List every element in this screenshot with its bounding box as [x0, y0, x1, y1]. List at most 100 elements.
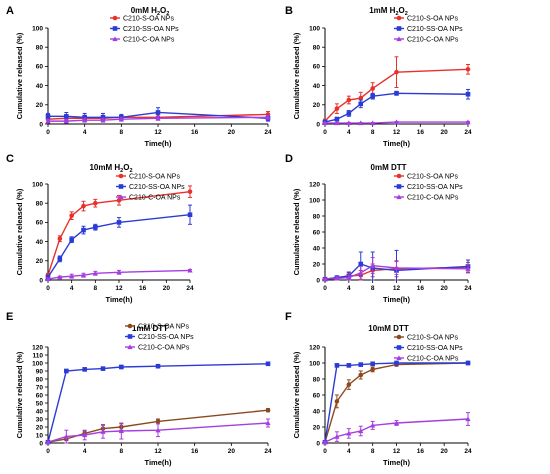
- panel-b-series-3: [322, 119, 471, 126]
- panel-c-x-tick-label: 8: [94, 285, 98, 292]
- panel-f-legend: C210-S-OA NPs C210-SS-OA NPs C210-C-OA NPs: [394, 335, 463, 363]
- panel-f-data-point: [370, 422, 376, 428]
- panel-e-data-point: [265, 407, 271, 413]
- panel-c-legend-marker: [118, 173, 124, 179]
- panel-e-data-point: [64, 368, 69, 374]
- panel-d-x-tick-label: 24: [464, 285, 472, 292]
- panel-a-letter: A: [6, 5, 14, 17]
- panel-a-legend-label: C210-S-OA NPs: [123, 16, 174, 23]
- panel-f-y-tick-label: 40: [313, 408, 321, 415]
- panel-d: D 0mM DTT 0 20 40 60 80 100 120 0 4 8 12 16 20 24 Time(h…: [285, 153, 472, 304]
- panel-a-y-tick-label: 60: [36, 64, 44, 71]
- panel-e-data-point: [63, 433, 69, 439]
- panel-c-x-tick-label: 24: [186, 285, 194, 292]
- panel-b-data-point: [370, 93, 375, 99]
- panel-c-data-point: [187, 267, 193, 273]
- panel-c-data-point: [69, 237, 74, 242]
- panel-f-data-point: [346, 430, 352, 436]
- panel-e-legend-marker: [127, 323, 133, 329]
- panel-a-y-tick-label: 40: [36, 83, 44, 90]
- panel-f-series-line: [324, 362, 469, 443]
- panel-c-data-point: [187, 212, 193, 218]
- panel-e-y-tick-label: 30: [36, 416, 44, 423]
- panel-a-data-point: [63, 118, 69, 124]
- panel-f-y-axis-title: Cumulative released (%): [292, 351, 301, 438]
- panel-e-x-tick-label: 24: [264, 448, 272, 455]
- panel-d-legend-marker: [396, 184, 402, 189]
- panel-e-y-tick-label: 20: [36, 424, 44, 431]
- panel-f-letter: F: [285, 311, 292, 323]
- panel-f-y-tick-label: 60: [313, 392, 321, 399]
- panel-d-legend: C210-S-OA NPs C210-SS-OA NPs C210-C-OA NPs: [394, 174, 463, 202]
- panel-a-data-point: [45, 118, 51, 124]
- panel-e-legend: C210-S-OA NPs C210-SS-OA NPs C210-C-OA NPs: [125, 324, 194, 352]
- panel-f-data-point: [334, 433, 340, 439]
- panel-e-y-tick-label: 90: [36, 368, 44, 375]
- panel-b-x-tick-label: 8: [371, 129, 375, 136]
- panel-e-y-tick-label: 100: [32, 360, 43, 367]
- panel-b-series-2: [322, 88, 471, 125]
- panel-b-legend: C210-S-OA NPs C210-SS-OA NPs C210-C-OA NPs: [394, 16, 463, 44]
- panel-b-data-point: [358, 101, 364, 107]
- panel-d-data-point: [465, 266, 471, 271]
- panel-f-data-point: [358, 428, 364, 434]
- panel-e-legend-label: C210-C-OA NPs: [138, 345, 190, 352]
- panel-c-series-2: [45, 204, 193, 280]
- panel-b-y-tick-label: 20: [313, 102, 321, 109]
- panel-d-title: 0mM DTT: [371, 163, 407, 172]
- panel-c-x-tick-label: 16: [139, 285, 147, 292]
- panel-d-x-tick-label: 16: [417, 285, 425, 292]
- panel-c-data-point: [69, 213, 74, 218]
- panel-b-data-point: [370, 86, 375, 91]
- panel-f-legend-marker: [396, 355, 402, 361]
- panel-c-legend-marker: [118, 184, 124, 189]
- panel-b-y-tick-label: 60: [313, 64, 321, 71]
- panel-a-y-tick-label: 20: [36, 102, 44, 109]
- panel-e-y-axis-title: Cumulative released (%): [15, 351, 24, 438]
- panel-c-y-tick-label: 0: [39, 277, 43, 284]
- panel-f-legend-label: C210-C-OA NPs: [407, 356, 459, 363]
- panel-b-x-tick-label: 20: [441, 129, 449, 136]
- panel-c-data-point: [93, 200, 98, 206]
- panel-c-x-tick-label: 12: [115, 285, 123, 292]
- panel-b-data-point: [465, 119, 471, 125]
- panel-c-legend-marker: [118, 194, 124, 200]
- panel-e-data-point: [155, 363, 161, 369]
- panel-f-series-2: [322, 360, 471, 445]
- panel-b-data-point: [334, 116, 340, 122]
- panel-e-x-tick-label: 4: [83, 448, 87, 455]
- panel-e-x-axis-title: Time(h): [145, 458, 172, 467]
- panel-c-x-tick-label: 20: [163, 285, 171, 292]
- panel-f-x-tick-label: 20: [441, 448, 449, 455]
- panel-b: B 1mM H2O2 0 20 40 60 80 100 0 4 8 12 16 20 24 Time(h) C…: [285, 5, 472, 148]
- panel-f-data-point: [334, 363, 340, 368]
- panel-b-data-point: [465, 66, 471, 72]
- panel-d-x-tick-label: 20: [441, 285, 449, 292]
- panel-c-data-point: [69, 273, 75, 279]
- panel-f: F 10mM DTT 0 20 40 60 80 100 120 0 4 8 12 16 20 24 Time(…: [285, 311, 472, 467]
- panel-e-data-point: [82, 432, 88, 438]
- panel-e-data-point: [100, 366, 106, 371]
- panel-a-y-tick-label: 0: [39, 121, 43, 128]
- panel-e-data-point: [119, 364, 124, 370]
- panel-a-data-point: [118, 116, 124, 122]
- panel-a-legend-marker: [112, 36, 118, 42]
- panel-c-data-point: [57, 236, 63, 242]
- panel-e-data-point: [45, 439, 51, 445]
- panel-f-legend-marker: [396, 334, 402, 340]
- panel-c-y-tick-label: 80: [36, 201, 44, 208]
- panel-d-y-tick-label: 40: [313, 245, 321, 252]
- panel-b-legend-marker: [396, 26, 402, 31]
- panel-c-data-point: [116, 198, 122, 203]
- panel-c-legend-label: C210-S-OA NPs: [129, 174, 180, 181]
- panel-f-legend-label: C210-S-OA NPs: [407, 335, 458, 342]
- panel-a-x-tick-label: 8: [120, 129, 124, 136]
- panel-e-y-tick-label: 40: [36, 408, 44, 415]
- panel-b-data-point: [346, 111, 352, 116]
- panel-f-data-point: [394, 360, 399, 366]
- panel-a: A 0mM H2O2 0 20 40 60 80 100 0 4 8 12 16 20 24 Time(h) C…: [6, 5, 272, 148]
- panel-e-x-tick-label: 8: [120, 448, 124, 455]
- panel-c-data-point: [92, 270, 98, 276]
- panel-a-x-axis-title: Time(h): [145, 139, 172, 148]
